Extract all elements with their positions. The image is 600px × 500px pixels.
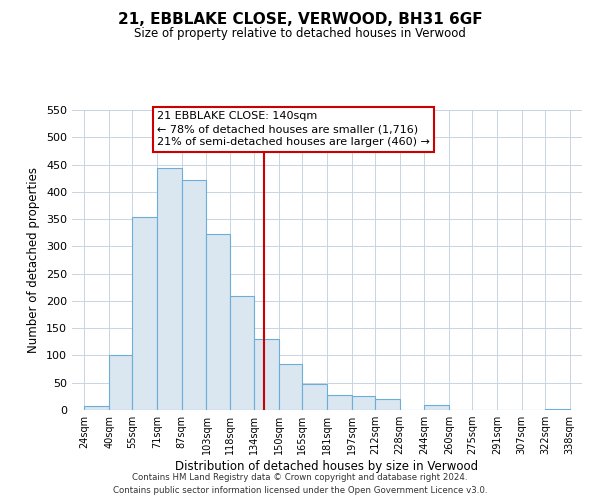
- Bar: [254, 339, 279, 410]
- Bar: [424, 405, 449, 410]
- X-axis label: Distribution of detached houses by size in Verwood: Distribution of detached houses by size …: [175, 460, 479, 473]
- Bar: [109, 355, 132, 410]
- Text: Contains HM Land Registry data © Crown copyright and database right 2024.: Contains HM Land Registry data © Crown c…: [132, 472, 468, 482]
- Text: 21 EBBLAKE CLOSE: 140sqm
← 78% of detached houses are smaller (1,716)
21% of sem: 21 EBBLAKE CLOSE: 140sqm ← 78% of detach…: [157, 111, 430, 148]
- Y-axis label: Number of detached properties: Number of detached properties: [28, 167, 40, 353]
- Text: 21, EBBLAKE CLOSE, VERWOOD, BH31 6GF: 21, EBBLAKE CLOSE, VERWOOD, BH31 6GF: [118, 12, 482, 28]
- Bar: [206, 234, 230, 410]
- Bar: [279, 364, 302, 410]
- Bar: [182, 180, 206, 410]
- Bar: [327, 394, 352, 410]
- Bar: [545, 409, 569, 410]
- Bar: [132, 217, 157, 410]
- Bar: [85, 406, 109, 410]
- Text: Contains public sector information licensed under the Open Government Licence v3: Contains public sector information licen…: [113, 486, 487, 495]
- Bar: [375, 399, 400, 410]
- Bar: [302, 384, 327, 410]
- Bar: [157, 168, 182, 410]
- Bar: [230, 296, 254, 410]
- Bar: [352, 396, 375, 410]
- Text: Size of property relative to detached houses in Verwood: Size of property relative to detached ho…: [134, 28, 466, 40]
